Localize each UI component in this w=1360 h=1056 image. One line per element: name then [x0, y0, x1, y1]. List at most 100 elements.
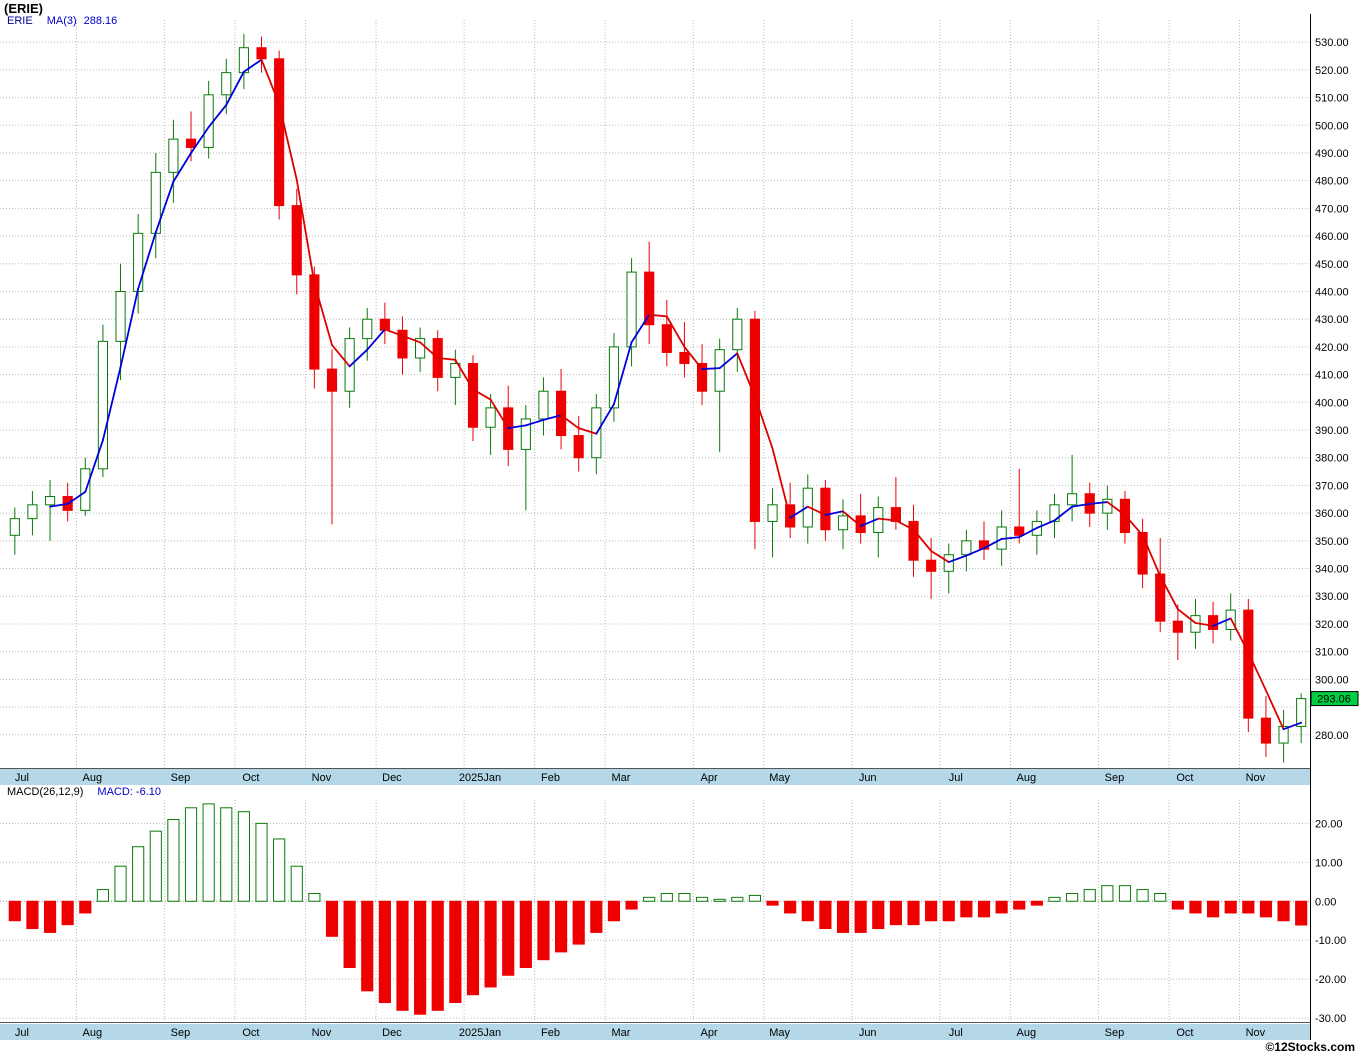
ma-line-segment [348, 348, 369, 368]
month-label: Sep [1105, 772, 1125, 784]
month-label: Oct [1176, 1027, 1193, 1039]
macd-bar-positive [1048, 896, 1061, 902]
macd-bar-negative [625, 900, 638, 910]
candle-down [1243, 609, 1254, 719]
price-axis-label: 360.00 [1315, 508, 1349, 520]
macd-bar-negative [502, 900, 515, 976]
ma-line-segment [877, 517, 897, 522]
candle-down [326, 368, 338, 392]
candle-down [1014, 526, 1025, 536]
macd-bar-positive [660, 892, 673, 902]
macd-bar-negative [1295, 900, 1308, 926]
macd-bar-negative [519, 900, 532, 968]
month-label: May [769, 772, 790, 784]
candle-up [97, 340, 109, 470]
ma-line-segment [524, 418, 545, 427]
macd-bar-negative [466, 900, 480, 996]
candle-up [362, 318, 373, 340]
month-label: Aug [83, 772, 103, 784]
ma-line-segment [172, 152, 192, 183]
price-axis-label: 350.00 [1315, 536, 1349, 548]
macd-bar-negative [960, 900, 973, 918]
macd-bar-positive [184, 807, 198, 902]
ma-line-segment [84, 439, 104, 493]
candle-up [485, 407, 496, 428]
month-label: Aug [1017, 1027, 1037, 1039]
macd-bar-negative [819, 900, 832, 930]
macd-bar-negative [325, 900, 339, 937]
macd-bar-negative [361, 900, 374, 992]
macd-value-label: MACD: -6.10 [97, 786, 161, 798]
candle-up [9, 518, 20, 536]
price-axis-label: 530.00 [1315, 37, 1349, 49]
ma-line-segment [1141, 534, 1162, 577]
macd-bar-negative [1206, 900, 1220, 918]
macd-bar-negative [1224, 900, 1237, 914]
month-label: Nov [312, 1027, 332, 1039]
macd-bar-positive [149, 830, 162, 902]
month-label: 2025Jan [459, 1027, 501, 1039]
month-label: Oct [1176, 772, 1193, 784]
macd-bar-positive [255, 822, 268, 902]
ma-line-segment [1035, 519, 1056, 529]
ma-line-segment [771, 447, 792, 519]
ma-line-segment [260, 58, 281, 105]
price-axis-label: 460.00 [1315, 231, 1349, 243]
macd-bar-positive [643, 896, 656, 902]
month-label: Sep [171, 772, 191, 784]
month-label: Apr [701, 772, 718, 784]
macd-bar-positive [1154, 892, 1167, 902]
ma-line-segment [1282, 721, 1303, 731]
price-axis-label: 320.00 [1315, 619, 1349, 631]
ma-line-segment [454, 358, 474, 391]
ma-line-segment [613, 341, 633, 406]
candle-down [274, 58, 285, 207]
ma-line-segment [49, 502, 69, 508]
macd-bar-negative [378, 900, 391, 1004]
price-axis-label: 390.00 [1315, 425, 1349, 437]
price-axis-label: 420.00 [1315, 342, 1349, 354]
candle-up [714, 349, 725, 392]
candle-up [1296, 698, 1307, 727]
ma-line-segment [419, 341, 439, 359]
macd-bar-negative [554, 900, 568, 953]
macd-bar-positive [731, 896, 744, 902]
macd-bar-positive [748, 894, 762, 902]
candle-up [961, 540, 972, 556]
month-label: Jul [15, 1027, 29, 1039]
month-label: Nov [1246, 1027, 1266, 1039]
candle-up [626, 271, 637, 348]
page-title: (ERIE) [4, 1, 43, 16]
candle-down [696, 363, 708, 392]
month-label: Sep [171, 1027, 191, 1039]
candle-up [538, 390, 549, 420]
macd-params-label: MACD(26,12,9) [7, 786, 84, 798]
ma-line-segment [1176, 608, 1197, 624]
month-label: Apr [701, 1027, 718, 1039]
macd-bar-negative [484, 900, 497, 988]
price-axis-label: 430.00 [1315, 314, 1349, 326]
candle-down [291, 205, 302, 276]
macd-bar-negative [26, 900, 39, 930]
macd-bar-negative [784, 900, 797, 914]
month-label: Oct [242, 772, 259, 784]
last-price-tag [1310, 691, 1359, 707]
ma-line-segment [542, 414, 562, 421]
ma-line-segment [1018, 527, 1038, 539]
macd-bar-negative [1242, 900, 1255, 914]
macd-bar-negative [872, 900, 885, 930]
month-label: May [769, 1027, 790, 1039]
macd-bar-negative [801, 900, 814, 922]
macd-axis-label: 10.00 [1315, 857, 1343, 869]
macd-bar-negative [1277, 900, 1290, 922]
macd-bar-negative [942, 900, 955, 922]
ma-line-segment [472, 388, 492, 401]
candle-up [115, 290, 126, 342]
macd-legend: MACD(26,12,9) MACD: -6.10 [7, 786, 161, 798]
price-axis-label: 400.00 [1315, 397, 1349, 409]
candle-down [555, 390, 567, 437]
month-label: Dec [382, 772, 402, 784]
macd-bar-positive [1136, 889, 1149, 902]
macd-bar-negative [907, 900, 920, 926]
macd-bar-positive [1083, 889, 1096, 902]
